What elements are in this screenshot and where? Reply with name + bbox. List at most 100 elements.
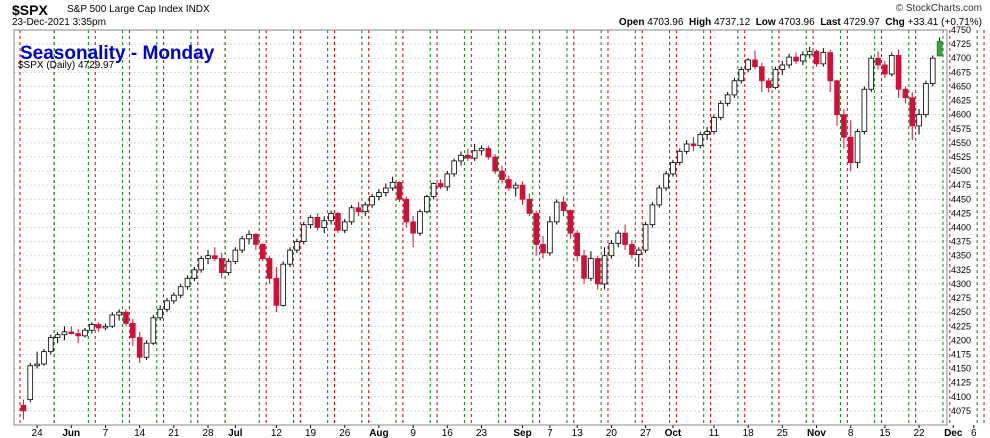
y-tick-label: 4075 bbox=[951, 406, 971, 416]
candle-body bbox=[868, 57, 875, 90]
candle-body bbox=[779, 64, 786, 70]
candle-body bbox=[608, 242, 615, 257]
candle-body bbox=[635, 249, 642, 255]
symbol-description: S&P 500 Large Cap Index INDX bbox=[67, 4, 210, 15]
candle-body bbox=[82, 329, 88, 337]
candle-body bbox=[396, 181, 403, 200]
x-tick-label: 18 bbox=[743, 428, 755, 438]
candle-body bbox=[615, 232, 622, 244]
x-tick-label: 28 bbox=[202, 428, 214, 438]
chg-label: Chg bbox=[885, 17, 905, 28]
y-tick-label: 4575 bbox=[951, 124, 971, 134]
y-tick-label: 4300 bbox=[951, 279, 971, 289]
low-value: 4703.96 bbox=[778, 17, 815, 28]
candle-body bbox=[793, 56, 799, 62]
candle-body bbox=[34, 363, 40, 367]
candle-body bbox=[259, 244, 266, 259]
candle-body bbox=[355, 207, 362, 213]
candle-body bbox=[683, 143, 690, 152]
candle-body bbox=[212, 255, 218, 259]
y-tick-label: 4325 bbox=[951, 265, 971, 275]
candle-body bbox=[909, 97, 916, 127]
y-tick-label: 4550 bbox=[951, 138, 971, 148]
y-tick-label: 4100 bbox=[951, 392, 971, 402]
candle-body bbox=[376, 192, 382, 197]
candle-body bbox=[307, 216, 314, 226]
candle-body bbox=[198, 258, 204, 271]
candle-body bbox=[389, 181, 396, 189]
candle-body bbox=[745, 59, 751, 70]
candle-body bbox=[164, 300, 170, 310]
candle-body bbox=[171, 294, 177, 302]
x-tick-label: 16 bbox=[442, 428, 454, 438]
low-label: Low bbox=[755, 17, 776, 28]
candle-body bbox=[246, 233, 252, 240]
candle-body bbox=[711, 117, 717, 132]
x-tick-label: 11 bbox=[709, 428, 720, 438]
candle-body bbox=[177, 286, 184, 296]
x-tick-label: 13 bbox=[572, 428, 584, 438]
candle-body bbox=[581, 255, 587, 279]
candle-body bbox=[704, 131, 710, 135]
candle-body bbox=[465, 154, 471, 159]
candle-body bbox=[191, 269, 198, 279]
candle-body bbox=[519, 184, 526, 200]
x-tick-label: Sep bbox=[513, 428, 531, 438]
candle-body bbox=[533, 212, 539, 245]
candle-body bbox=[629, 244, 635, 255]
ohlc-readout: Open 4703.96 High 4737.12 Low 4703.96 La… bbox=[619, 17, 982, 28]
candle-body bbox=[437, 183, 444, 188]
candle-body bbox=[506, 179, 512, 189]
x-tick-label: 9 bbox=[410, 428, 416, 438]
candle-body bbox=[328, 212, 334, 222]
y-tick-label: 4450 bbox=[951, 194, 971, 204]
x-tick-label: 12 bbox=[271, 428, 283, 438]
candle-body bbox=[218, 258, 225, 274]
candle-body bbox=[861, 88, 868, 132]
candle-body bbox=[820, 52, 827, 65]
candle-body bbox=[136, 337, 143, 358]
candle-body bbox=[929, 57, 936, 85]
y-tick-label: 4200 bbox=[951, 335, 971, 345]
candle-body bbox=[656, 187, 663, 206]
candle-body bbox=[478, 148, 485, 152]
x-tick-label: 19 bbox=[305, 428, 317, 438]
candle-body bbox=[724, 94, 731, 104]
candle-body bbox=[102, 325, 109, 329]
candle-body bbox=[574, 232, 581, 257]
x-tick-label: 7 bbox=[547, 428, 553, 438]
candle-body bbox=[553, 201, 560, 223]
candle-body bbox=[895, 54, 902, 90]
candle-body bbox=[403, 198, 410, 223]
candle-body bbox=[232, 249, 239, 262]
candle-body bbox=[348, 207, 355, 223]
candle-body bbox=[670, 162, 676, 175]
x-tick-label: 26 bbox=[339, 428, 351, 438]
candle-body bbox=[451, 160, 457, 175]
candle-body bbox=[471, 150, 478, 159]
open-value: 4703.96 bbox=[647, 17, 684, 28]
candle-body bbox=[738, 69, 745, 82]
candle-body bbox=[20, 404, 27, 412]
candle-body bbox=[485, 148, 492, 158]
x-tick-label: 8 bbox=[848, 428, 854, 438]
plot-frame bbox=[13, 29, 948, 426]
candle-body bbox=[731, 80, 738, 96]
candle-body bbox=[123, 311, 129, 324]
x-tick-label: Jul bbox=[228, 428, 243, 438]
candle-body bbox=[287, 249, 293, 265]
candle-body bbox=[458, 154, 464, 162]
candle-body bbox=[341, 221, 348, 231]
y-tick-label: 4725 bbox=[951, 39, 971, 49]
x-tick-label: 15 bbox=[879, 428, 891, 438]
candle-body bbox=[882, 64, 888, 75]
x-tick-label: 24 bbox=[32, 428, 44, 438]
candle-body bbox=[130, 323, 136, 338]
candle-body bbox=[239, 238, 245, 251]
candle-body bbox=[410, 221, 416, 234]
y-tick-label: 4600 bbox=[951, 110, 971, 120]
candle-body bbox=[362, 204, 369, 213]
x-tick-label: Jun bbox=[62, 428, 80, 438]
candle-body bbox=[540, 244, 546, 254]
candle-body bbox=[184, 277, 191, 288]
